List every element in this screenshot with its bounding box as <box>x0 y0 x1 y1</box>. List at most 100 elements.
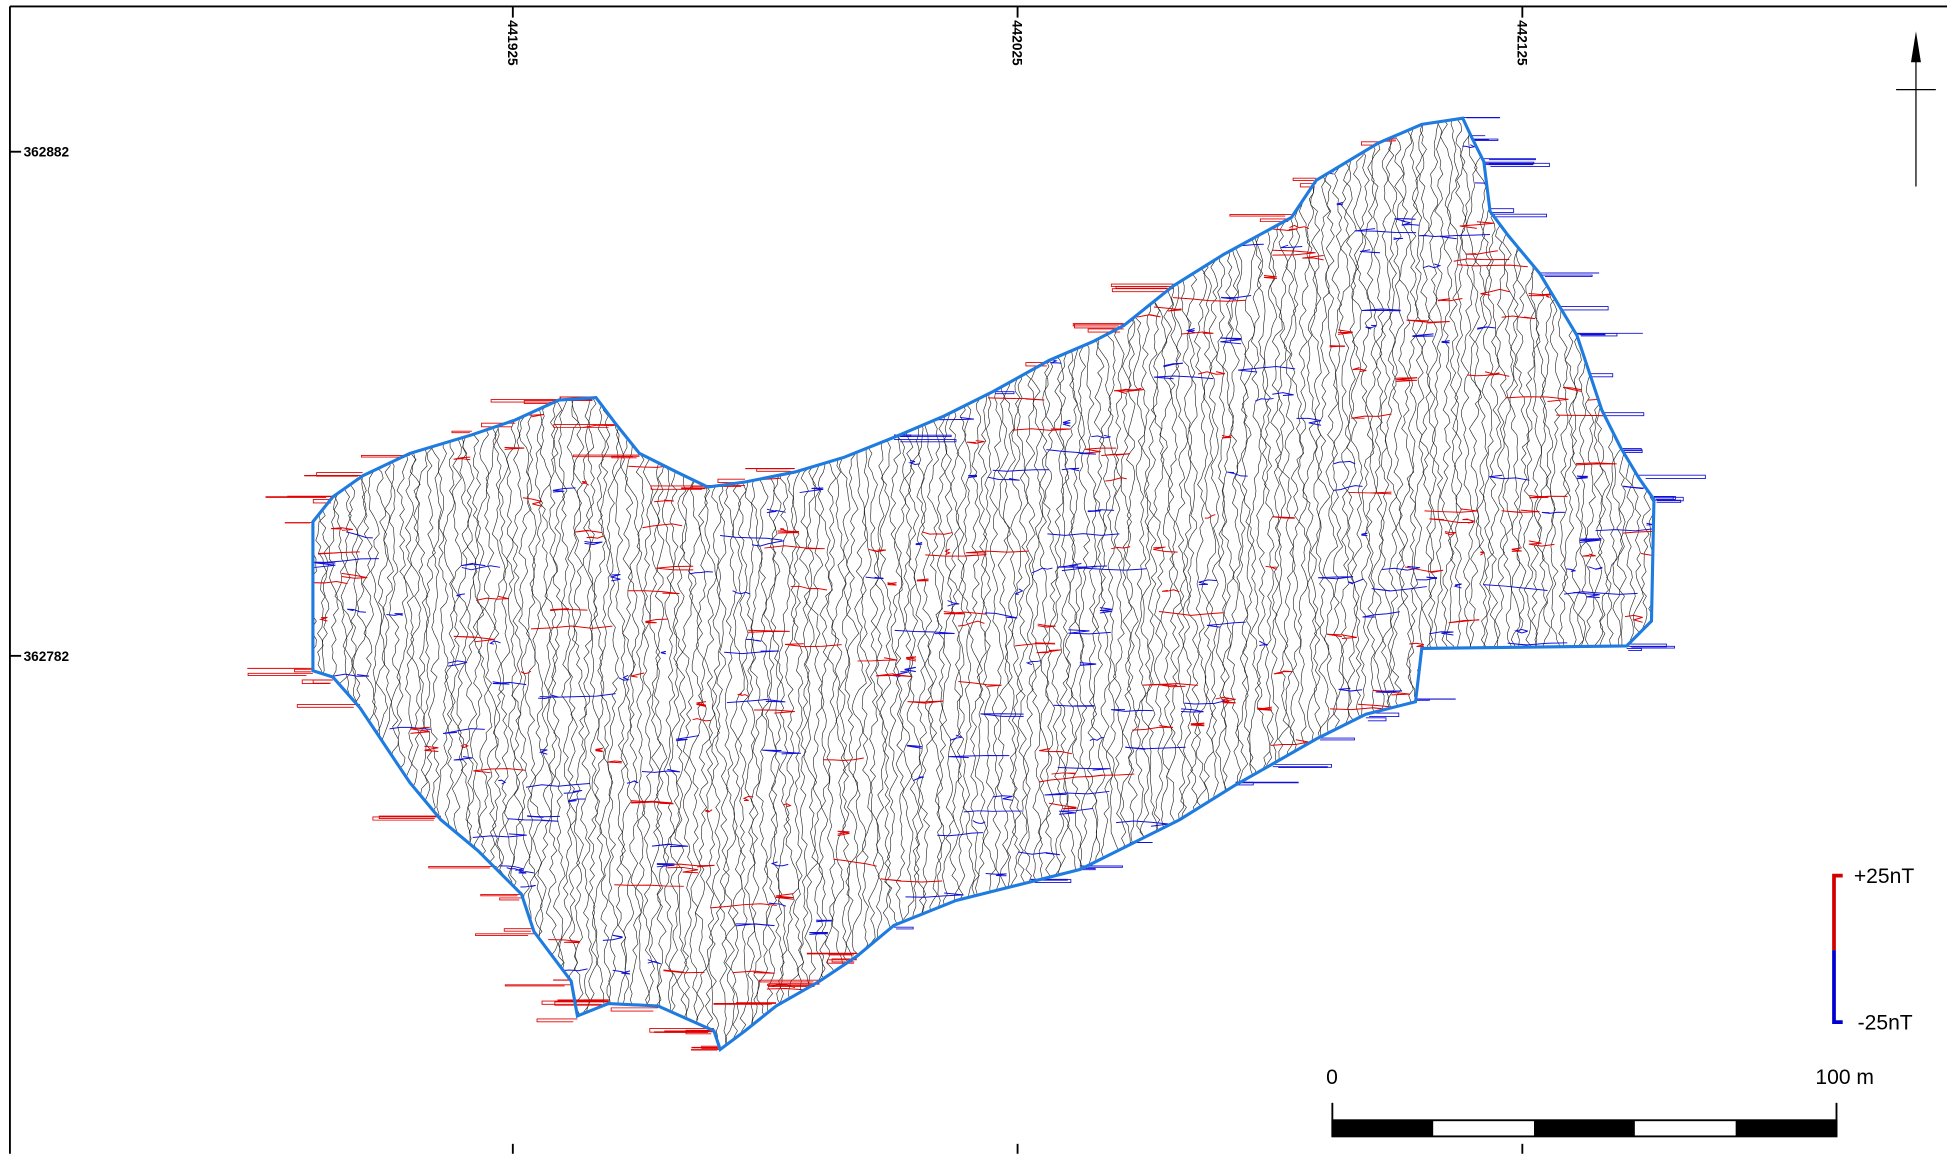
anomaly-stroke <box>1330 346 1345 347</box>
trace-line <box>333 112 347 1056</box>
trace-line <box>581 112 594 1056</box>
anomaly-stroke <box>1394 219 1415 222</box>
anomaly-stroke <box>1088 510 1114 512</box>
legend-positive <box>1834 876 1843 951</box>
trace-line <box>1528 112 1543 1056</box>
anomaly-stroke <box>574 530 602 532</box>
trace-line <box>565 112 581 1056</box>
anomaly-stroke <box>603 935 623 940</box>
trace-line <box>319 112 335 1056</box>
trace-spike <box>611 1008 658 1011</box>
survey-traces <box>294 112 1679 1056</box>
trace-line <box>1603 112 1617 1056</box>
anomaly-stroke <box>1062 468 1079 470</box>
trace-line <box>353 112 368 1056</box>
anomaly-stroke <box>531 626 612 629</box>
anomaly-stroke <box>596 748 603 751</box>
trace-spike <box>1484 159 1536 160</box>
trace-spike <box>1416 699 1430 700</box>
trace-line <box>1111 112 1125 1056</box>
trace-spike <box>1366 718 1386 721</box>
anomaly-stroke <box>785 644 842 647</box>
trace-spike <box>1490 209 1514 213</box>
trace-line <box>982 112 997 1056</box>
anomaly-stroke <box>1271 229 1298 231</box>
anomaly-stroke <box>720 536 782 541</box>
anomaly-stroke <box>993 470 1049 471</box>
anomaly-stroke <box>1372 587 1427 591</box>
trace-line <box>1426 112 1438 1056</box>
trace-line <box>1356 112 1373 1056</box>
anomaly-stroke <box>1039 748 1072 753</box>
trace-line <box>859 112 872 1056</box>
anomaly-stroke <box>693 719 711 721</box>
trace-line <box>989 112 1003 1056</box>
anomaly-stroke <box>1012 429 1070 431</box>
anomaly-stroke <box>1032 568 1052 573</box>
trace-line <box>402 112 415 1056</box>
anomaly-stroke <box>1047 534 1119 536</box>
anomaly-stroke <box>652 844 688 846</box>
anomaly-stroke <box>980 714 1023 717</box>
trace-spike <box>476 934 534 936</box>
anomaly-stroke <box>949 756 1010 758</box>
anomaly-stroke <box>1402 221 1420 225</box>
anomaly-stroke <box>1542 512 1565 513</box>
anomaly-stroke <box>648 960 661 964</box>
trace-line <box>1144 112 1161 1056</box>
anomaly-stroke <box>1205 515 1215 519</box>
trace-line <box>940 112 955 1056</box>
trace-line <box>703 112 717 1056</box>
anomaly-stroke <box>1080 663 1096 666</box>
anomaly-stroke <box>386 614 402 616</box>
trace-line <box>640 112 654 1056</box>
anomaly-stroke <box>667 867 698 872</box>
anomaly-stroke <box>908 701 944 703</box>
trace-line <box>1125 112 1141 1056</box>
trace-line <box>1167 112 1181 1056</box>
x-grid-label: 441925 <box>505 20 520 66</box>
anomaly-stroke <box>767 509 786 512</box>
trace-line <box>975 112 988 1056</box>
anomaly-stroke <box>1068 630 1110 634</box>
trace-line <box>1262 112 1276 1056</box>
trace-line <box>934 112 948 1056</box>
legend: +25nT -25nT <box>1834 865 1914 1035</box>
trace-line <box>927 112 942 1056</box>
trace-line <box>785 112 799 1056</box>
scale-start-label: 0 <box>1326 1066 1338 1089</box>
anomaly-stroke <box>1641 553 1678 556</box>
anomaly-stroke <box>964 811 1022 812</box>
trace-line <box>1036 112 1050 1056</box>
trace-spike <box>1293 178 1316 180</box>
legend-min-label: -25nT <box>1858 1012 1913 1035</box>
trace-line <box>1070 112 1084 1056</box>
anomaly-stroke <box>333 674 369 676</box>
anomaly-stroke <box>1429 632 1453 635</box>
anomaly-stroke <box>937 833 983 836</box>
trace-line <box>1447 112 1460 1056</box>
anomaly-stroke <box>1454 259 1510 261</box>
map: +25nT -25nT 0 100 m 44192544202544212536… <box>0 0 1947 1154</box>
anomaly-stroke <box>508 819 559 821</box>
trace-line <box>1140 112 1154 1056</box>
trace-line <box>776 112 791 1056</box>
anomaly-stroke <box>645 619 667 623</box>
trace-line <box>1008 112 1022 1056</box>
trace-line <box>1596 112 1612 1056</box>
anomaly-stroke <box>523 498 542 506</box>
anomaly-stroke <box>663 970 704 973</box>
trace-line <box>1568 112 1584 1056</box>
anomaly-stroke <box>1046 450 1096 454</box>
trace-line <box>359 112 375 1056</box>
anomaly-stroke <box>1595 527 1675 531</box>
x-grid-label: 442125 <box>1514 20 1529 66</box>
anomaly-stroke <box>767 989 824 991</box>
anomaly-stroke <box>988 477 1019 480</box>
anomaly-stroke <box>705 810 712 812</box>
anomaly-stroke <box>1588 395 1630 400</box>
trace-line <box>810 112 824 1056</box>
anomaly-stroke <box>1111 710 1153 712</box>
anomaly-stroke <box>1038 624 1056 627</box>
anomaly-stroke <box>548 940 580 943</box>
